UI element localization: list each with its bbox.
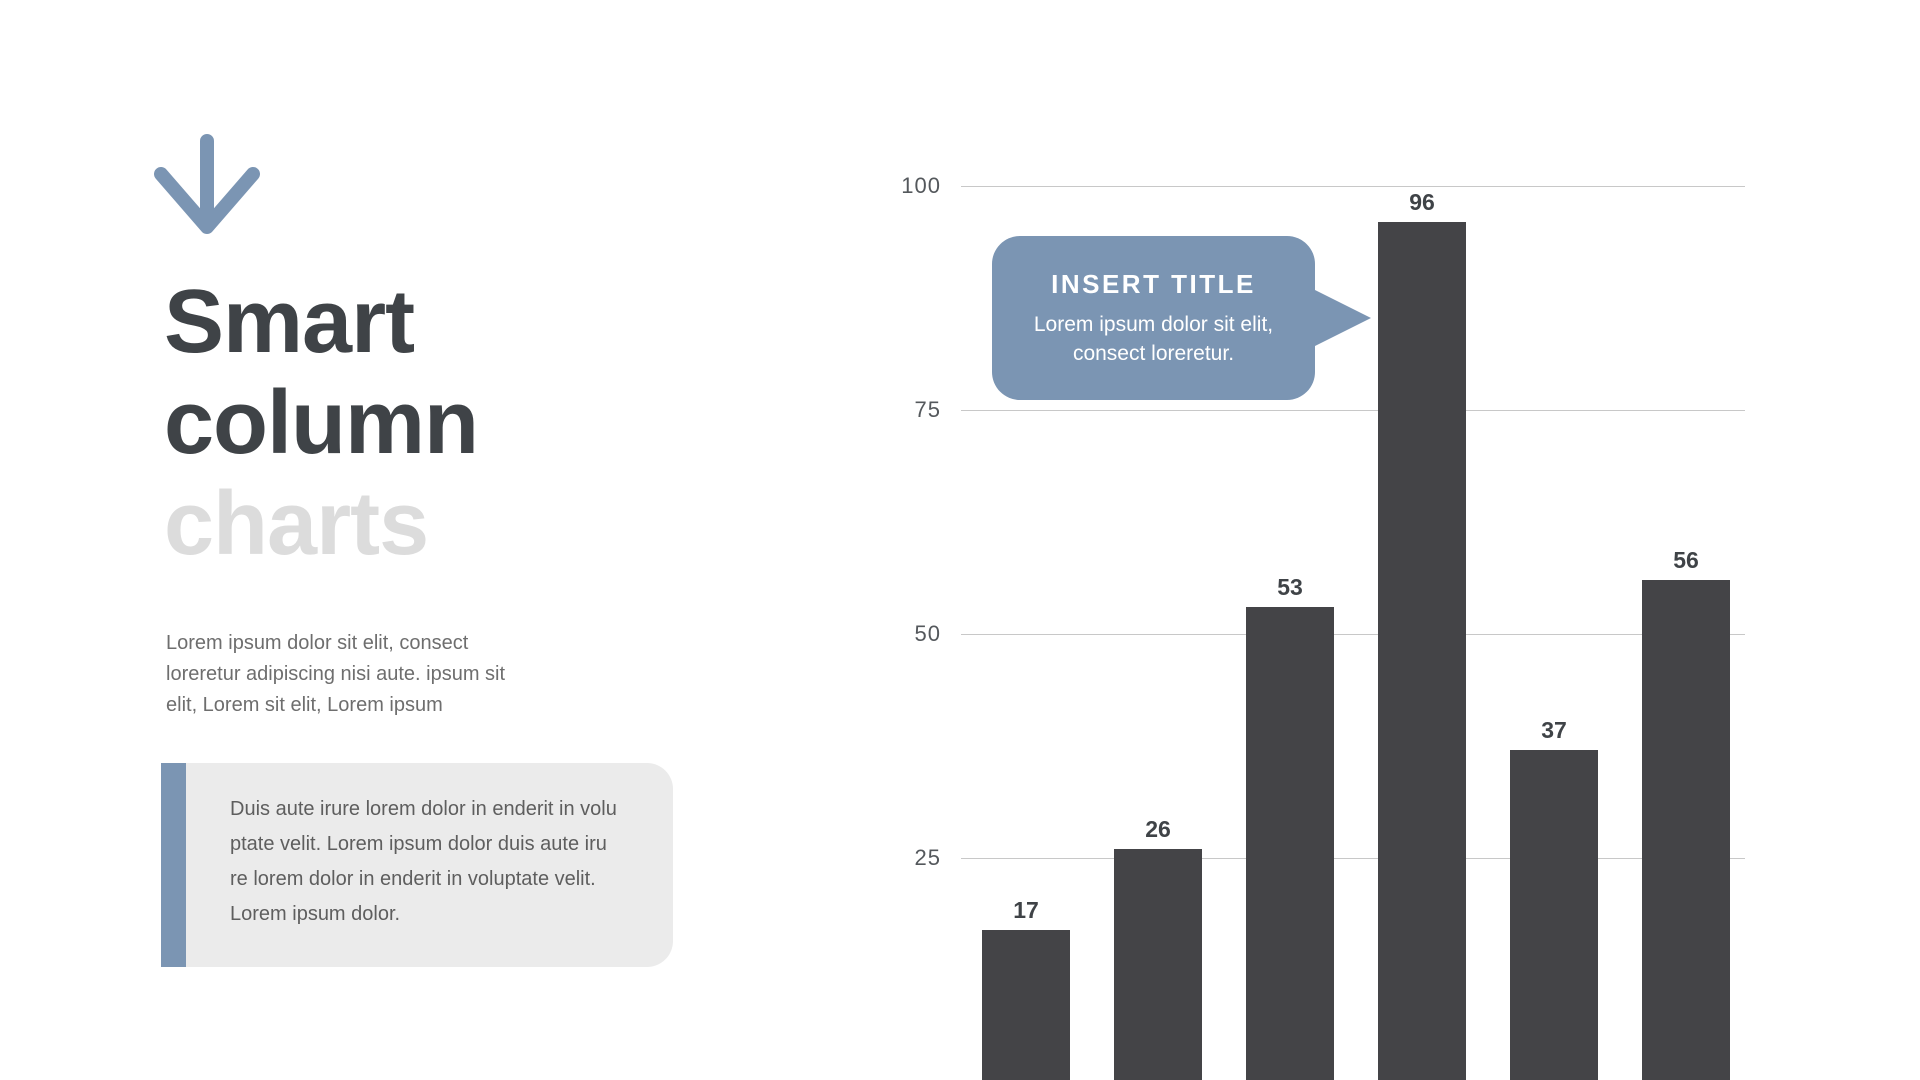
bar xyxy=(1378,222,1466,1080)
bar xyxy=(1642,580,1730,1080)
bar xyxy=(982,930,1070,1080)
gridline xyxy=(961,858,1745,859)
bar xyxy=(1114,849,1202,1080)
intro-line: Lorem ipsum dolor sit elit, consect xyxy=(166,632,469,654)
bar-value-label: 17 xyxy=(1013,897,1039,923)
quote-line: re lorem dolor in enderit in voluptate v… xyxy=(230,868,596,890)
intro-line: elit, Lorem sit elit, Lorem ipsum xyxy=(166,694,443,716)
intro-line: loreretur adipiscing nisi aute. ipsum si… xyxy=(166,663,506,685)
gridline xyxy=(961,410,1745,411)
callout-body-line: consect loreretur. xyxy=(1072,341,1235,365)
intro-paragraph: Lorem ipsum dolor sit elit, consect lore… xyxy=(166,628,505,721)
bar-value-label: 37 xyxy=(1541,717,1567,743)
y-axis-tick-label: 25 xyxy=(914,845,941,870)
page-title: Smart column charts xyxy=(164,272,479,575)
bar-value-label: 26 xyxy=(1145,816,1171,842)
page-title-line2: column xyxy=(164,373,479,473)
page-title-line1: Smart xyxy=(164,272,415,372)
bar-value-label: 96 xyxy=(1409,189,1435,215)
page-title-line3: charts xyxy=(164,474,429,574)
callout-title: INSERT TITLE xyxy=(1051,268,1256,299)
bar xyxy=(1246,607,1334,1080)
quote-line: ptate velit. Lorem ipsum dolor duis aute… xyxy=(230,833,607,855)
down-arrow-icon xyxy=(154,134,260,234)
bar xyxy=(1510,750,1598,1080)
quote-box: Duis aute irure lorem dolor in enderit i… xyxy=(161,763,673,967)
bar-value-label: 53 xyxy=(1277,574,1303,600)
callout-bubble: INSERT TITLE Lorem ipsum dolor sit elit,… xyxy=(992,236,1371,400)
gridline xyxy=(961,186,1745,187)
quote-line: Lorem ipsum dolor. xyxy=(230,903,401,925)
y-axis-tick-label: 50 xyxy=(914,621,941,646)
y-axis-tick-label: 100 xyxy=(901,173,941,198)
bar-value-label: 56 xyxy=(1673,547,1699,573)
quote-text: Duis aute irure lorem dolor in enderit i… xyxy=(186,763,673,967)
gridline xyxy=(961,634,1745,635)
quote-line: Duis aute irure lorem dolor in enderit i… xyxy=(230,798,617,820)
quote-accent-bar xyxy=(161,763,186,967)
y-axis-tick-label: 75 xyxy=(914,397,941,422)
callout-body-line: Lorem ipsum dolor sit elit, xyxy=(1033,312,1274,336)
